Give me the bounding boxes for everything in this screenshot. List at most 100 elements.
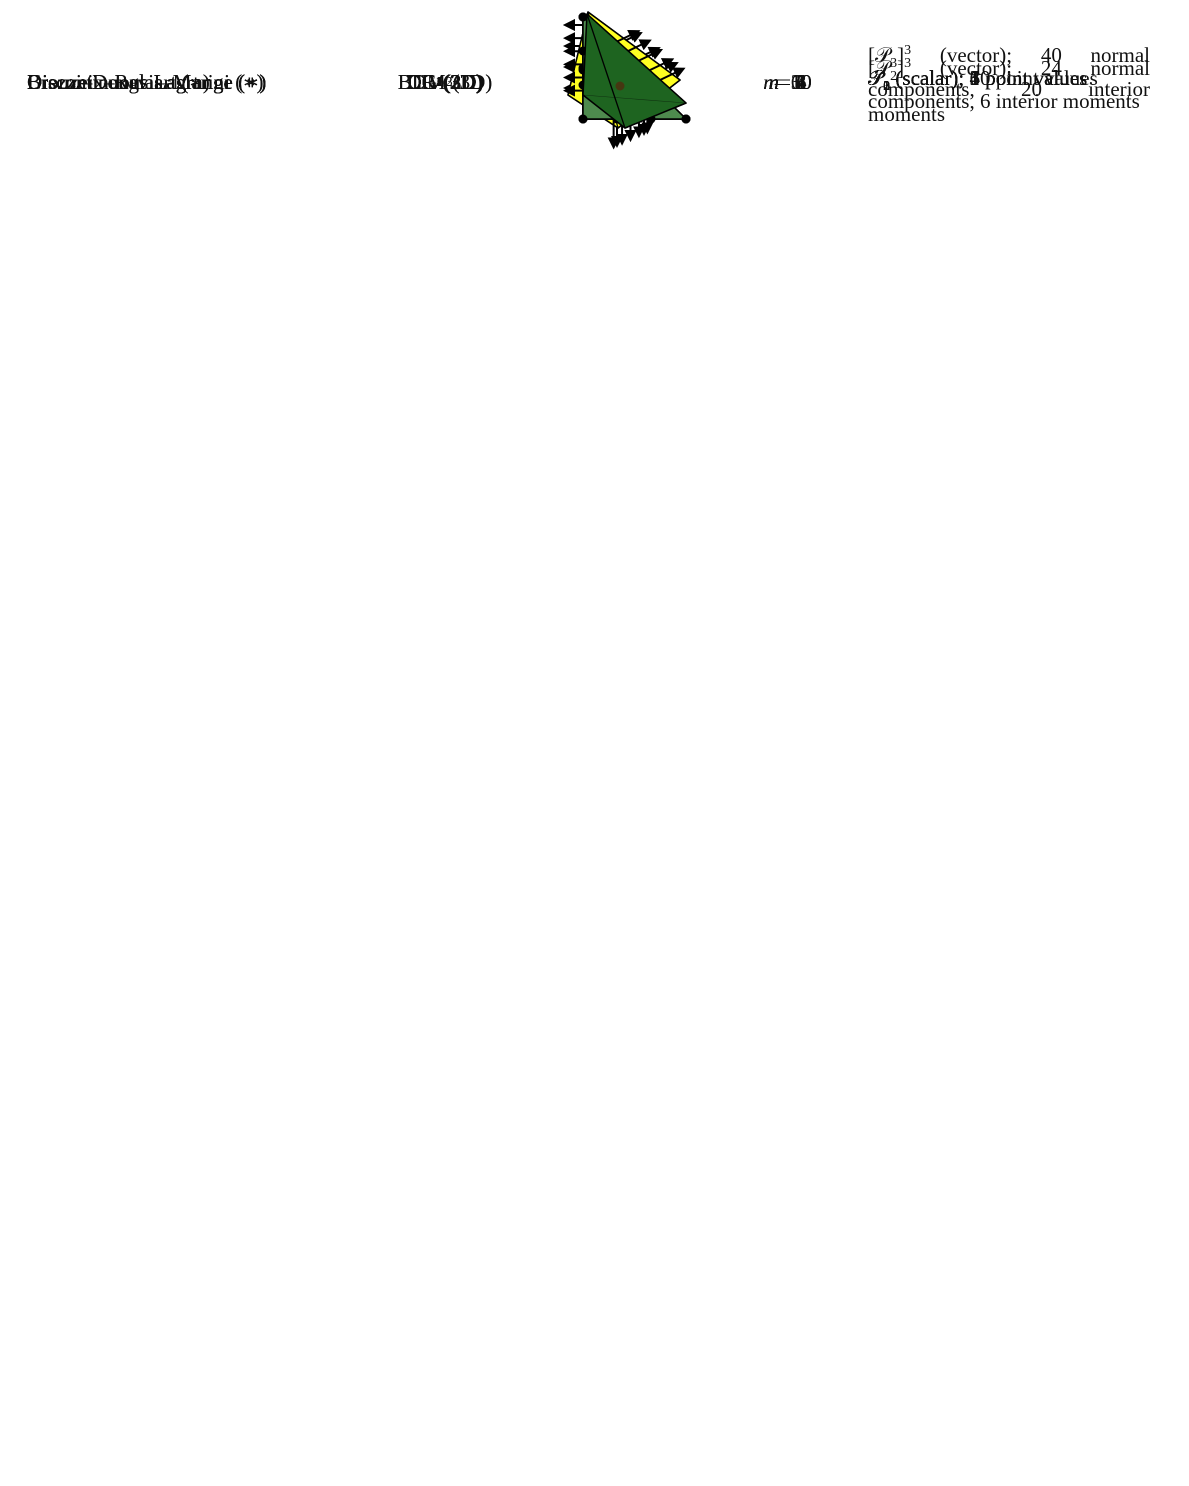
element-symbol: CR 1 (2D) <box>370 0 520 165</box>
description-text: 𝒫2 (scalar); 6 point values <box>868 66 1150 99</box>
text-segment: CR <box>407 70 436 94</box>
element-figure <box>582 13 687 129</box>
text-segment: (2D) <box>443 70 484 94</box>
dof-count: n = 3 <box>730 0 845 165</box>
text-segment: = 1 <box>778 70 807 94</box>
text-segment: 3 <box>883 79 891 95</box>
text-segment: DG <box>406 70 437 94</box>
element-name: Discontinuous Lagrange (∗) <box>27 70 267 94</box>
text-segment: [𝒫 <box>868 43 891 68</box>
text-segment: 𝒫 <box>868 65 884 90</box>
dof-point <box>578 12 588 22</box>
description-text: 𝒫0 (scalar); 1 point value <box>868 66 1150 99</box>
dof-count: n = 1 <box>730 0 845 165</box>
text-segment: 𝒫 <box>868 65 884 90</box>
text-segment: n <box>768 70 779 94</box>
element-name: Discontinuous Lagrange (∗) <box>27 70 267 94</box>
text-segment: n <box>763 70 774 94</box>
dof-point <box>615 81 625 91</box>
text-segment: ] <box>897 55 905 80</box>
text-segment: 0 <box>883 79 891 95</box>
description: 𝒫1 (scalar); 3 point values <box>868 0 1150 165</box>
text-segment: = 6 <box>778 70 807 94</box>
element-symbol: DG 1 (2D) <box>370 0 520 165</box>
description: 𝒫1 (scalar); 4 point values <box>868 0 1150 165</box>
edge <box>586 13 626 129</box>
dof-count: n = 1 <box>730 0 845 165</box>
text-segment: n <box>763 70 774 94</box>
text-segment: 3 <box>904 55 912 71</box>
dof-count: n = 30 <box>730 0 845 165</box>
text-segment: 2 <box>445 74 453 90</box>
dof-point <box>681 114 691 124</box>
text-segment: DG <box>406 70 437 94</box>
text-segment: 1 <box>883 79 891 95</box>
text-segment: 2 <box>436 74 444 90</box>
text-segment: BDM <box>397 70 446 94</box>
description-text: 𝒫1 (scalar); 4 point values <box>868 66 1150 99</box>
text-segment: (vector); 24 normal components, 6 interi… <box>868 55 1150 114</box>
element-symbol: DG 0 (2D) <box>370 0 520 165</box>
text-segment: 𝒫 <box>868 65 884 90</box>
text-segment: (scalar); 3 point values <box>890 65 1088 90</box>
text-segment: n <box>768 70 779 94</box>
element-name: Discontinuous Lagrange (∗) <box>27 70 267 94</box>
description: 𝒫3 (scalar); 10 point values <box>868 0 1150 165</box>
element-name: Crouzeix–Raviart (∗) <box>27 70 210 94</box>
text-segment: (2D) <box>443 70 484 94</box>
text-segment: n <box>763 70 774 94</box>
normal-arrow <box>658 67 686 82</box>
element-symbol: DG 2 (2D) <box>370 0 520 165</box>
description-text: 𝒫3 (scalar); 10 point values <box>868 66 1150 99</box>
text-segment: 1 <box>436 74 444 90</box>
text-segment: 0 <box>436 74 444 90</box>
text-segment: (scalar); 6 point values <box>890 65 1088 90</box>
text-segment: 2 <box>890 69 898 85</box>
text-segment: 1 <box>883 79 891 95</box>
text-segment: (scalar); 1 point value <box>890 65 1080 90</box>
description-text: [𝒫3]3 (vector); 40 normal components, 20… <box>868 38 1150 126</box>
text-segment: n <box>768 70 779 94</box>
text-segment: (3D) <box>442 70 483 94</box>
text-segment: 1 <box>435 74 443 90</box>
description: [𝒫2]3 (vector); 24 normal components, 6 … <box>868 0 1150 165</box>
dof-count: n = 10 <box>730 0 845 165</box>
text-segment: 𝒫 <box>868 65 884 90</box>
element-symbol: CR 1 (3D) <box>370 0 520 165</box>
description: [𝒫3]3 (vector); 40 normal components, 20… <box>868 0 1150 165</box>
text-segment: = 3 <box>778 70 807 94</box>
normal-arrow <box>624 39 652 54</box>
description: 𝒫2 (scalar); 6 point values <box>868 0 1150 165</box>
text-segment: = 30 <box>773 70 812 94</box>
dof-count: n = 60 <box>730 0 845 165</box>
description-text: [𝒫2]3 (vector); 24 normal components, 6 … <box>868 51 1150 114</box>
element-symbol: BDM 2 (3D) <box>370 0 520 165</box>
text-segment: 0 <box>883 79 891 95</box>
text-segment: 𝒫 <box>868 65 884 90</box>
text-segment: n <box>768 70 779 94</box>
description: 𝒫1 (scalar); 3 point values <box>868 0 1150 165</box>
text-segment: 3 <box>890 56 898 72</box>
element-name: Discontinuous Lagrange (∗) <box>27 70 267 94</box>
description-text: 𝒫1 (scalar); 3 point values <box>868 66 1150 99</box>
text-segment: (scalar); 4 point values <box>890 65 1088 90</box>
text-segment: (scalar); 3 point values <box>890 65 1088 90</box>
text-segment: n <box>768 70 779 94</box>
dof-count: n = 4 <box>730 0 845 165</box>
text-segment: (scalar); 1 point value <box>890 65 1080 90</box>
text-segment: 1 <box>435 74 443 90</box>
description-text: 𝒫1 (scalar); 3 point values <box>868 66 1150 99</box>
text-segment: (2D) <box>443 70 484 94</box>
text-segment: 𝒫 <box>868 65 884 90</box>
text-segment: DG <box>406 70 437 94</box>
text-segment: 3 <box>904 43 912 59</box>
text-segment: 𝒫 <box>868 65 884 90</box>
text-segment: (3D) <box>452 70 493 94</box>
dof-count: n = 3 <box>730 0 845 165</box>
text-segment: = 4 <box>778 70 807 94</box>
description-text: 𝒫0 (scalar); 1 point value <box>868 66 1150 99</box>
text-segment: CR <box>407 70 436 94</box>
text-segment: 3 <box>436 74 444 90</box>
text-segment: 3 <box>445 74 453 90</box>
